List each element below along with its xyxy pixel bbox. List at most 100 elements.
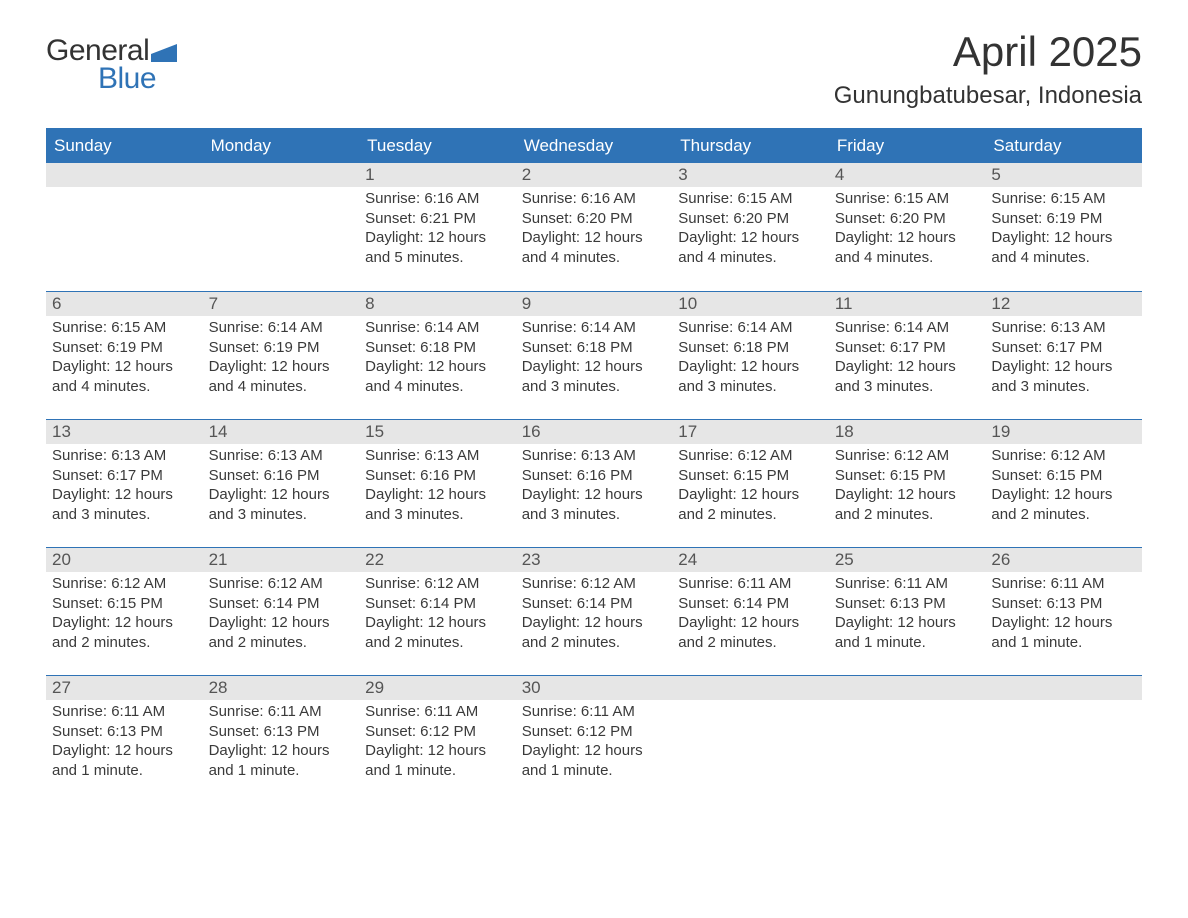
calendar-cell: 14Sunrise: 6:13 AMSunset: 6:16 PMDayligh… (203, 419, 360, 547)
sunset-line: Sunset: 6:19 PM (209, 338, 354, 358)
daylight-line: Daylight: 12 hours and 3 minutes. (835, 357, 980, 396)
sunrise-line: Sunrise: 6:13 AM (365, 446, 510, 466)
day-number (672, 676, 829, 700)
dow-header: Tuesday (359, 129, 516, 163)
sunset-line: Sunset: 6:14 PM (365, 594, 510, 614)
calendar-cell (203, 163, 360, 291)
sunrise-line: Sunrise: 6:11 AM (835, 574, 980, 594)
day-number: 29 (359, 676, 516, 700)
sunrise-line: Sunrise: 6:14 AM (835, 318, 980, 338)
day-details: Sunrise: 6:12 AMSunset: 6:15 PMDaylight:… (985, 444, 1142, 534)
day-details: Sunrise: 6:15 AMSunset: 6:19 PMDaylight:… (46, 316, 203, 406)
day-details: Sunrise: 6:14 AMSunset: 6:19 PMDaylight:… (203, 316, 360, 406)
calendar-cell: 16Sunrise: 6:13 AMSunset: 6:16 PMDayligh… (516, 419, 673, 547)
day-details: Sunrise: 6:15 AMSunset: 6:19 PMDaylight:… (985, 187, 1142, 277)
calendar-cell (985, 675, 1142, 803)
sunset-line: Sunset: 6:14 PM (522, 594, 667, 614)
sunrise-line: Sunrise: 6:16 AM (365, 189, 510, 209)
sunset-line: Sunset: 6:12 PM (522, 722, 667, 742)
sunset-line: Sunset: 6:20 PM (835, 209, 980, 229)
calendar-cell: 13Sunrise: 6:13 AMSunset: 6:17 PMDayligh… (46, 419, 203, 547)
day-number: 21 (203, 548, 360, 572)
day-details: Sunrise: 6:13 AMSunset: 6:17 PMDaylight:… (46, 444, 203, 534)
sunset-line: Sunset: 6:17 PM (52, 466, 197, 486)
calendar-cell: 22Sunrise: 6:12 AMSunset: 6:14 PMDayligh… (359, 547, 516, 675)
daylight-line: Daylight: 12 hours and 2 minutes. (678, 485, 823, 524)
day-details: Sunrise: 6:11 AMSunset: 6:13 PMDaylight:… (46, 700, 203, 790)
daylight-line: Daylight: 12 hours and 3 minutes. (991, 357, 1136, 396)
day-details: Sunrise: 6:14 AMSunset: 6:17 PMDaylight:… (829, 316, 986, 406)
sunset-line: Sunset: 6:20 PM (678, 209, 823, 229)
day-details: Sunrise: 6:13 AMSunset: 6:16 PMDaylight:… (359, 444, 516, 534)
day-number: 12 (985, 292, 1142, 316)
sunset-line: Sunset: 6:15 PM (991, 466, 1136, 486)
daylight-line: Daylight: 12 hours and 2 minutes. (678, 613, 823, 652)
sunset-line: Sunset: 6:13 PM (209, 722, 354, 742)
day-details: Sunrise: 6:15 AMSunset: 6:20 PMDaylight:… (829, 187, 986, 277)
sunrise-line: Sunrise: 6:12 AM (522, 574, 667, 594)
day-details: Sunrise: 6:12 AMSunset: 6:14 PMDaylight:… (516, 572, 673, 662)
sunrise-line: Sunrise: 6:13 AM (522, 446, 667, 466)
daylight-line: Daylight: 12 hours and 3 minutes. (522, 485, 667, 524)
sunset-line: Sunset: 6:15 PM (835, 466, 980, 486)
sunset-line: Sunset: 6:19 PM (52, 338, 197, 358)
daylight-line: Daylight: 12 hours and 2 minutes. (209, 613, 354, 652)
day-number: 28 (203, 676, 360, 700)
sunrise-line: Sunrise: 6:12 AM (991, 446, 1136, 466)
day-number: 14 (203, 420, 360, 444)
day-number: 5 (985, 163, 1142, 187)
day-number: 6 (46, 292, 203, 316)
daylight-line: Daylight: 12 hours and 5 minutes. (365, 228, 510, 267)
calendar-cell: 17Sunrise: 6:12 AMSunset: 6:15 PMDayligh… (672, 419, 829, 547)
sunset-line: Sunset: 6:14 PM (209, 594, 354, 614)
sunrise-line: Sunrise: 6:13 AM (52, 446, 197, 466)
dow-header: Monday (203, 129, 360, 163)
calendar-cell: 15Sunrise: 6:13 AMSunset: 6:16 PMDayligh… (359, 419, 516, 547)
day-details: Sunrise: 6:11 AMSunset: 6:13 PMDaylight:… (829, 572, 986, 662)
sunrise-line: Sunrise: 6:12 AM (52, 574, 197, 594)
calendar-cell (46, 163, 203, 291)
day-details: Sunrise: 6:15 AMSunset: 6:20 PMDaylight:… (672, 187, 829, 277)
day-details: Sunrise: 6:11 AMSunset: 6:12 PMDaylight:… (359, 700, 516, 790)
day-details: Sunrise: 6:12 AMSunset: 6:15 PMDaylight:… (46, 572, 203, 662)
daylight-line: Daylight: 12 hours and 2 minutes. (835, 485, 980, 524)
calendar-cell: 4Sunrise: 6:15 AMSunset: 6:20 PMDaylight… (829, 163, 986, 291)
sunrise-line: Sunrise: 6:15 AM (835, 189, 980, 209)
day-number: 1 (359, 163, 516, 187)
sunrise-line: Sunrise: 6:15 AM (678, 189, 823, 209)
sunrise-line: Sunrise: 6:16 AM (522, 189, 667, 209)
day-details: Sunrise: 6:13 AMSunset: 6:17 PMDaylight:… (985, 316, 1142, 406)
calendar-cell: 20Sunrise: 6:12 AMSunset: 6:15 PMDayligh… (46, 547, 203, 675)
daylight-line: Daylight: 12 hours and 1 minute. (522, 741, 667, 780)
calendar-grid: SundayMondayTuesdayWednesdayThursdayFrid… (46, 128, 1142, 803)
sunset-line: Sunset: 6:19 PM (991, 209, 1136, 229)
sunrise-line: Sunrise: 6:13 AM (209, 446, 354, 466)
sunset-line: Sunset: 6:18 PM (678, 338, 823, 358)
day-details: Sunrise: 6:12 AMSunset: 6:15 PMDaylight:… (672, 444, 829, 534)
sunset-line: Sunset: 6:20 PM (522, 209, 667, 229)
day-number: 4 (829, 163, 986, 187)
day-details: Sunrise: 6:16 AMSunset: 6:20 PMDaylight:… (516, 187, 673, 277)
day-number: 7 (203, 292, 360, 316)
day-details: Sunrise: 6:13 AMSunset: 6:16 PMDaylight:… (203, 444, 360, 534)
calendar-cell: 30Sunrise: 6:11 AMSunset: 6:12 PMDayligh… (516, 675, 673, 803)
day-details: Sunrise: 6:11 AMSunset: 6:14 PMDaylight:… (672, 572, 829, 662)
sunrise-line: Sunrise: 6:15 AM (991, 189, 1136, 209)
daylight-line: Daylight: 12 hours and 4 minutes. (365, 357, 510, 396)
day-details: Sunrise: 6:12 AMSunset: 6:14 PMDaylight:… (203, 572, 360, 662)
day-number: 20 (46, 548, 203, 572)
daylight-line: Daylight: 12 hours and 4 minutes. (209, 357, 354, 396)
day-number: 19 (985, 420, 1142, 444)
day-number: 26 (985, 548, 1142, 572)
sunrise-line: Sunrise: 6:13 AM (991, 318, 1136, 338)
day-number: 9 (516, 292, 673, 316)
calendar-cell: 27Sunrise: 6:11 AMSunset: 6:13 PMDayligh… (46, 675, 203, 803)
day-details: Sunrise: 6:11 AMSunset: 6:12 PMDaylight:… (516, 700, 673, 790)
sunset-line: Sunset: 6:15 PM (52, 594, 197, 614)
title-block: April 2025 Gunungbatubesar, Indonesia (834, 28, 1142, 110)
dow-header: Thursday (672, 129, 829, 163)
calendar-cell: 25Sunrise: 6:11 AMSunset: 6:13 PMDayligh… (829, 547, 986, 675)
day-number: 16 (516, 420, 673, 444)
day-number: 17 (672, 420, 829, 444)
sunset-line: Sunset: 6:12 PM (365, 722, 510, 742)
